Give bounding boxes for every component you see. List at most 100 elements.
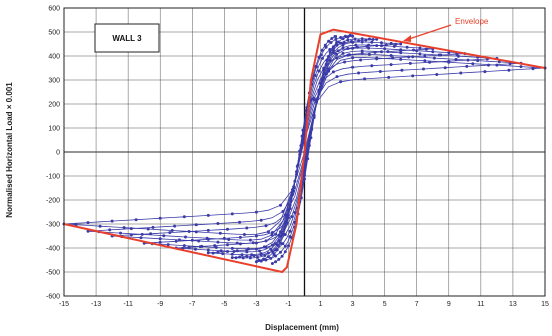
data-point [365, 44, 369, 48]
x-tick-label: -15 [59, 301, 69, 308]
data-point [328, 48, 332, 51]
data-point [254, 260, 258, 264]
data-point [314, 64, 318, 68]
data-point [259, 218, 263, 222]
data-point [226, 243, 229, 247]
legend-box-label: WALL 3 [112, 34, 142, 43]
data-point [299, 196, 303, 200]
data-point [471, 62, 475, 66]
data-point [327, 67, 331, 71]
data-point [245, 254, 249, 258]
data-point [400, 68, 404, 72]
data-point [158, 237, 162, 241]
envelope-annotation-label: Envelope [455, 17, 489, 26]
data-point [254, 247, 258, 251]
data-point [367, 52, 371, 56]
data-point [508, 62, 512, 66]
data-point [389, 41, 393, 45]
data-point [357, 71, 361, 75]
data-point [184, 235, 187, 239]
x-tick-label: 13 [509, 301, 517, 308]
data-point [281, 210, 285, 213]
data-point [173, 224, 177, 228]
data-point [151, 225, 155, 229]
data-point [359, 58, 363, 62]
data-point [230, 252, 234, 256]
data-point [335, 56, 339, 60]
data-point [216, 250, 220, 254]
data-point [394, 42, 398, 46]
data-point [391, 56, 395, 60]
data-point [234, 256, 238, 260]
legend-box-frame [94, 23, 160, 53]
data-point [411, 74, 415, 78]
y-tick-label: -100 [46, 174, 60, 181]
data-point [288, 207, 292, 210]
data-point [351, 34, 355, 38]
data-point [283, 244, 287, 248]
data-point [274, 232, 278, 236]
data-point [347, 53, 351, 57]
data-point [339, 80, 343, 84]
data-point [341, 51, 345, 55]
data-point [298, 149, 302, 153]
data-point [483, 70, 487, 74]
data-point [353, 37, 357, 41]
data-point [312, 116, 316, 119]
data-point [288, 229, 292, 233]
data-point [454, 57, 458, 61]
data-point [360, 37, 364, 41]
data-point [266, 230, 270, 234]
data-point [375, 44, 379, 48]
data-point [335, 41, 339, 44]
data-point [177, 238, 181, 242]
data-point [274, 260, 278, 264]
data-point [206, 251, 210, 255]
data-point [321, 56, 324, 60]
data-point [170, 229, 174, 232]
data-point [342, 41, 346, 45]
data-point [74, 223, 78, 227]
data-point [252, 254, 256, 258]
x-axis-label: Displacement (mm) [265, 323, 339, 332]
data-point [238, 220, 242, 224]
y-tick-label: 300 [48, 78, 60, 85]
y-tick-label: 600 [48, 6, 60, 13]
data-point [226, 227, 229, 231]
data-point [351, 65, 355, 69]
data-point [279, 250, 282, 254]
data-point [139, 236, 143, 240]
data-point [270, 231, 274, 234]
data-point [487, 63, 490, 67]
data-point [459, 71, 463, 75]
data-point [266, 255, 270, 259]
envelope-layer [63, 28, 546, 274]
data-point [295, 170, 298, 174]
data-point [519, 65, 523, 69]
data-point [360, 49, 364, 53]
data-point [272, 253, 276, 257]
data-point [254, 210, 258, 214]
data-point [495, 63, 499, 67]
data-point [251, 241, 255, 245]
data-point [206, 248, 210, 252]
data-point [348, 33, 352, 37]
data-point [110, 219, 114, 223]
data-point [422, 67, 425, 71]
data-point [507, 68, 511, 72]
data-point [213, 244, 217, 248]
x-tick-label: -1 [285, 301, 291, 308]
data-point [386, 50, 390, 54]
y-tick-label: -600 [46, 294, 60, 301]
data-point [230, 246, 234, 250]
data-point [282, 232, 286, 236]
data-point [320, 48, 324, 52]
data-point [447, 59, 451, 63]
data-point [248, 238, 252, 242]
data-point [242, 233, 246, 236]
data-point [269, 256, 273, 260]
data-point [277, 257, 281, 261]
data-point [182, 215, 186, 219]
data-point [279, 241, 282, 245]
